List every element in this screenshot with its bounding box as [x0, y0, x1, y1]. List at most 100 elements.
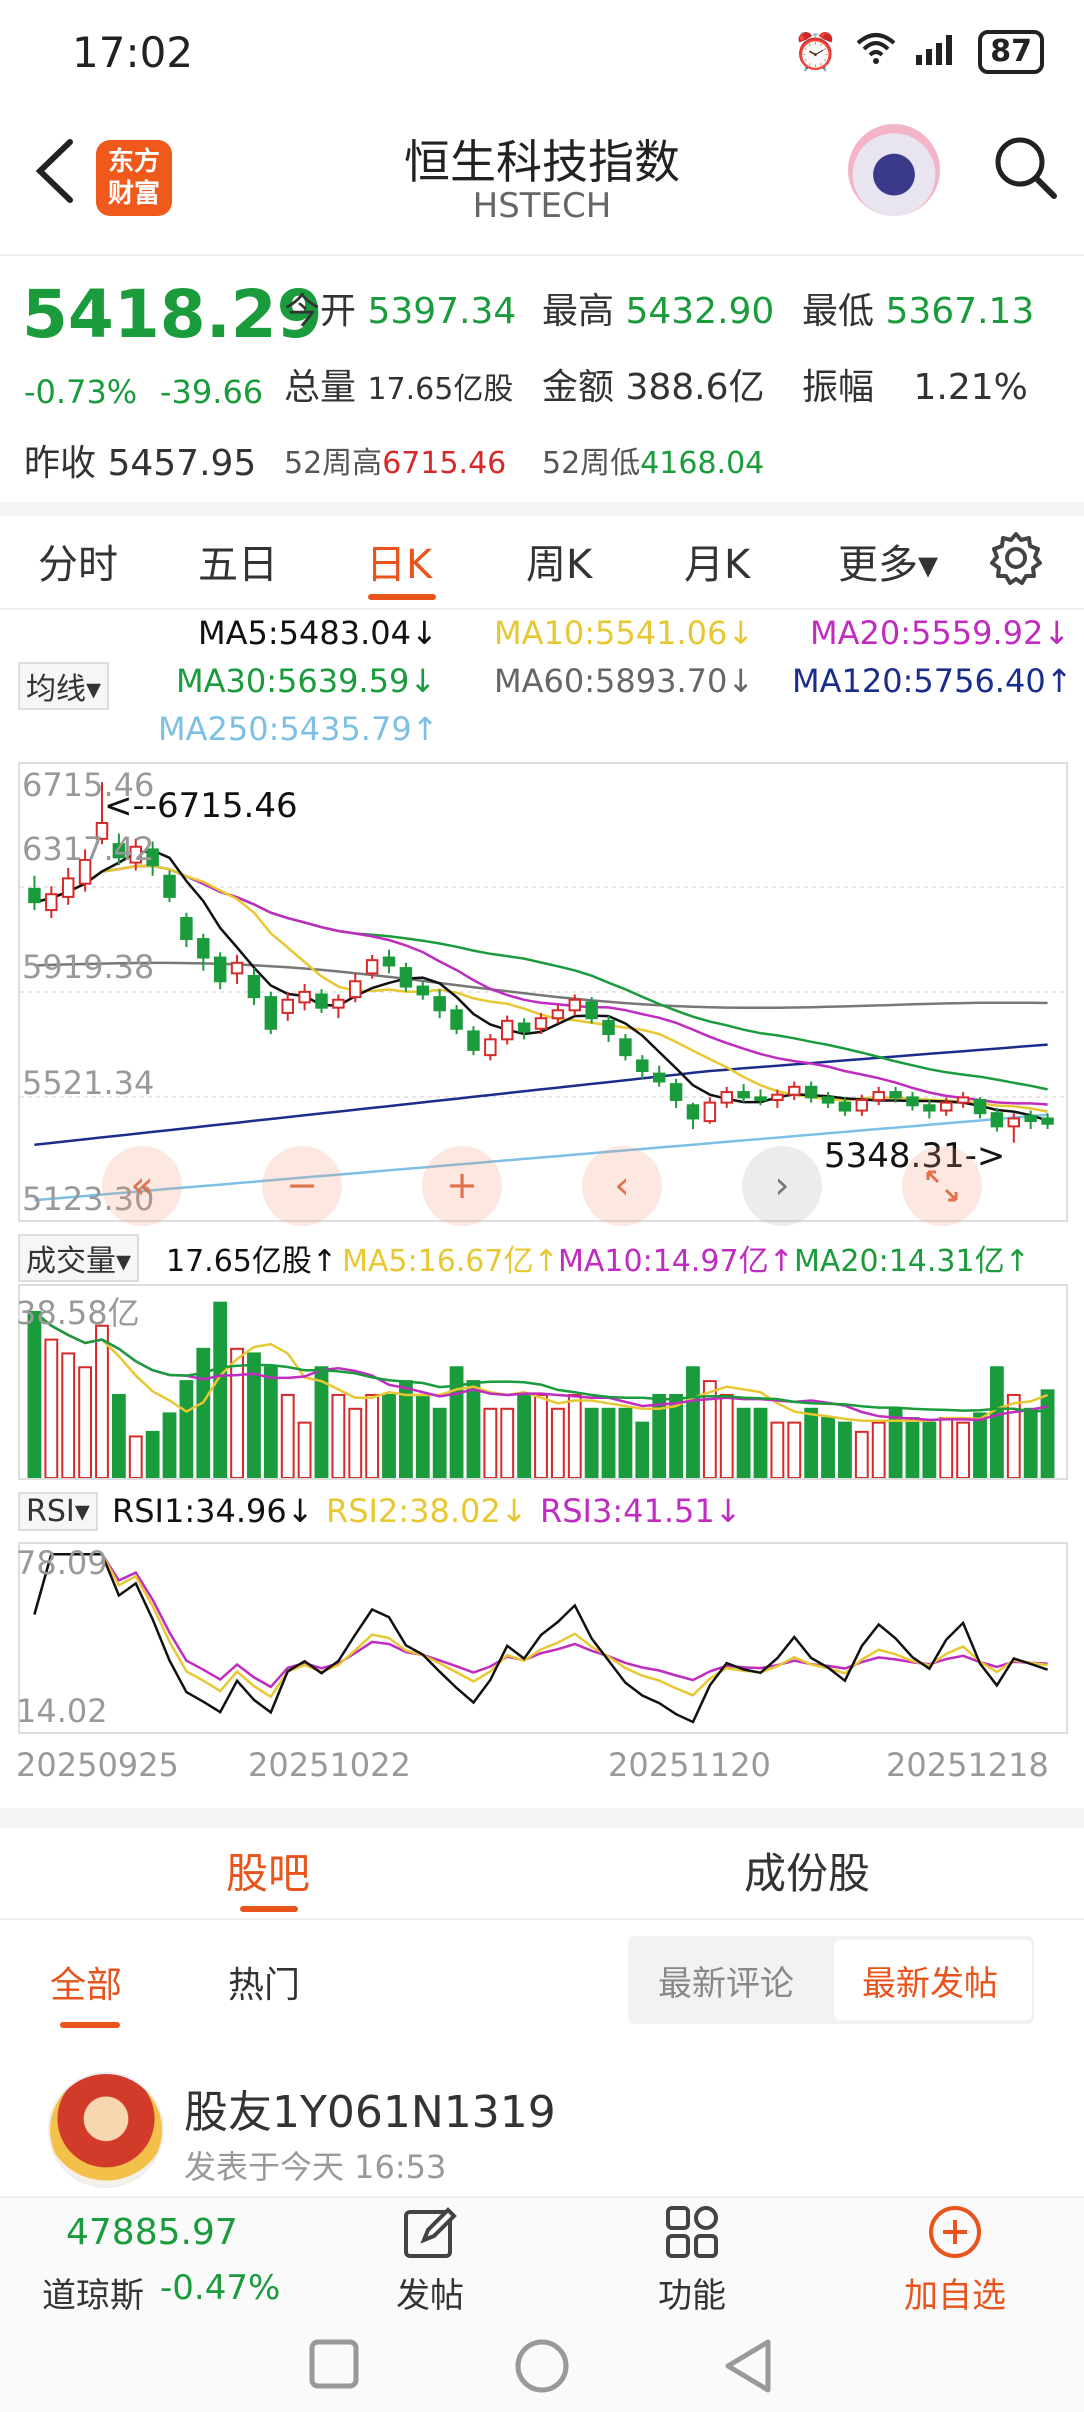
volume-value: 17.65亿股 — [367, 372, 514, 407]
volume-bar — [162, 1412, 177, 1479]
home-icon[interactable] — [514, 2338, 570, 2398]
candle — [551, 1009, 565, 1020]
tab-guba[interactable]: 股吧 — [226, 1849, 311, 1898]
prev-button[interactable]: ‹ — [582, 1146, 662, 1226]
volume-row: 总量 17.65亿股 — [284, 358, 513, 410]
volume-selector[interactable]: 成交量▾ — [18, 1234, 140, 1282]
candle — [720, 1091, 733, 1104]
divider — [0, 1918, 1084, 1920]
candle — [28, 887, 41, 904]
post-username[interactable]: 股友1Y061N1319 — [184, 2087, 556, 2138]
volume-bar — [905, 1417, 920, 1479]
candle — [652, 1072, 666, 1083]
search-icon[interactable] — [990, 132, 1060, 202]
volume-bar — [719, 1393, 734, 1479]
open-row: 今开 5397.34 — [284, 282, 516, 334]
prev-close-value: 5457.95 — [107, 443, 257, 484]
tab-intraday[interactable]: 分时 — [38, 542, 118, 588]
rsi-top-label: 78.09 — [16, 1544, 108, 1582]
grid-icon — [666, 2206, 718, 2258]
tab-components[interactable]: 成份股 — [744, 1849, 871, 1898]
candle — [484, 1038, 497, 1057]
sort-latest-comment[interactable]: 最新评论 — [658, 1964, 794, 2004]
rsi1-label: RSI1:34.96↓ — [112, 1492, 314, 1530]
candle — [973, 1098, 987, 1115]
tab-monthly-k[interactable]: 月K — [684, 542, 751, 588]
volume-bar — [297, 1421, 312, 1479]
back-icon[interactable] — [722, 2338, 774, 2398]
ma20-line — [34, 864, 1048, 1106]
candle — [500, 1019, 514, 1041]
candle — [619, 1038, 632, 1057]
kline-svg — [20, 782, 1066, 1202]
candle — [956, 1096, 970, 1104]
volume-chart[interactable] — [18, 1284, 1068, 1480]
avatar[interactable] — [48, 2072, 164, 2188]
vol-ma10: MA10:14.97亿↑ — [558, 1244, 794, 1279]
settings-gear-icon[interactable] — [988, 530, 1044, 590]
amount-value: 388.6亿 — [625, 367, 765, 408]
fullscreen-button[interactable] — [902, 1146, 982, 1226]
rsi3-line — [33, 1552, 1048, 1689]
prev-close-label: 昨收 — [24, 443, 97, 484]
ma10-line — [34, 864, 1048, 1113]
first-page-button[interactable]: « — [102, 1146, 182, 1226]
rsi-chart[interactable] — [18, 1542, 1068, 1734]
ma60-line — [34, 961, 1048, 1010]
index-ticker-change[interactable]: -0.47% — [160, 2268, 281, 2308]
recents-icon[interactable] — [308, 2338, 360, 2394]
add-watchlist-button[interactable]: 加自选 — [890, 2204, 1020, 2317]
subtab-all[interactable]: 全部 — [50, 1965, 123, 2006]
post-time: 发表于今天 16:53 — [184, 2148, 447, 2186]
volume-max-label: 38.58亿 — [16, 1294, 140, 1332]
index-ticker-name[interactable]: 道琼斯 — [42, 2276, 144, 2316]
next-button[interactable]: › — [742, 1146, 822, 1226]
ma250-line — [34, 1113, 1048, 1202]
tab-five-day[interactable]: 五日 — [198, 542, 278, 588]
app-logo[interactable]: 东方 财富 — [96, 140, 172, 216]
amplitude-label: 振幅 — [802, 367, 875, 408]
zoom-out-button[interactable]: − — [262, 1146, 342, 1226]
low-row: 最低 5367.13 — [802, 282, 1034, 334]
kline-chart[interactable] — [18, 762, 1068, 1222]
candle — [923, 1104, 936, 1112]
guba-underline — [240, 1906, 298, 1912]
volume-bar — [618, 1407, 633, 1479]
candle — [517, 1022, 531, 1033]
volume-bar — [331, 1393, 346, 1479]
volume-bar — [686, 1366, 700, 1479]
wk52-low-label: 52周低 — [542, 446, 641, 481]
candle — [703, 1101, 717, 1123]
back-arrow-icon[interactable] — [30, 136, 90, 216]
function-button-label: 功能 — [658, 2276, 726, 2316]
tab-weekly-k[interactable]: 周K — [526, 542, 593, 588]
wk52-high-row: 52周高6715.46 — [284, 438, 506, 482]
index-ticker-value[interactable]: 47885.97 — [66, 2212, 238, 2253]
volume-bar — [27, 1310, 42, 1479]
rsi3-label: RSI3:41.51↓ — [540, 1492, 742, 1530]
volume-bar — [111, 1393, 126, 1479]
vol-ma10-line — [33, 1310, 1048, 1422]
ma-selector[interactable]: 均线▾ — [18, 662, 110, 710]
assistant-robot-icon[interactable] — [848, 124, 940, 216]
volume-bar — [230, 1347, 244, 1480]
sort-latest-post[interactable]: 最新发帖 — [862, 1964, 998, 2004]
amount-row: 金额 388.6亿 — [542, 358, 765, 410]
volume-bar — [365, 1393, 380, 1479]
function-button[interactable]: 功能 — [642, 2204, 742, 2317]
tab-daily-k[interactable]: 日K — [366, 542, 433, 588]
volume-bar — [804, 1407, 819, 1479]
rsi-selector[interactable]: RSI▾ — [18, 1492, 98, 1531]
volume-bar — [550, 1407, 565, 1479]
x-tick-0: 20250925 — [16, 1746, 179, 1784]
post-button[interactable]: 发帖 — [380, 2204, 480, 2317]
subtab-hot[interactable]: 热门 — [228, 1965, 301, 2006]
volume-bar — [95, 1324, 109, 1479]
volume-total: 17.65亿股↑ — [166, 1244, 338, 1279]
zoom-in-button[interactable]: + — [422, 1146, 502, 1226]
candle — [990, 1112, 1004, 1128]
x-tick-2: 20251120 — [608, 1746, 771, 1784]
volume-bar — [888, 1407, 903, 1479]
tab-more[interactable]: 更多▾ — [838, 542, 939, 588]
volume-bar — [483, 1407, 498, 1479]
